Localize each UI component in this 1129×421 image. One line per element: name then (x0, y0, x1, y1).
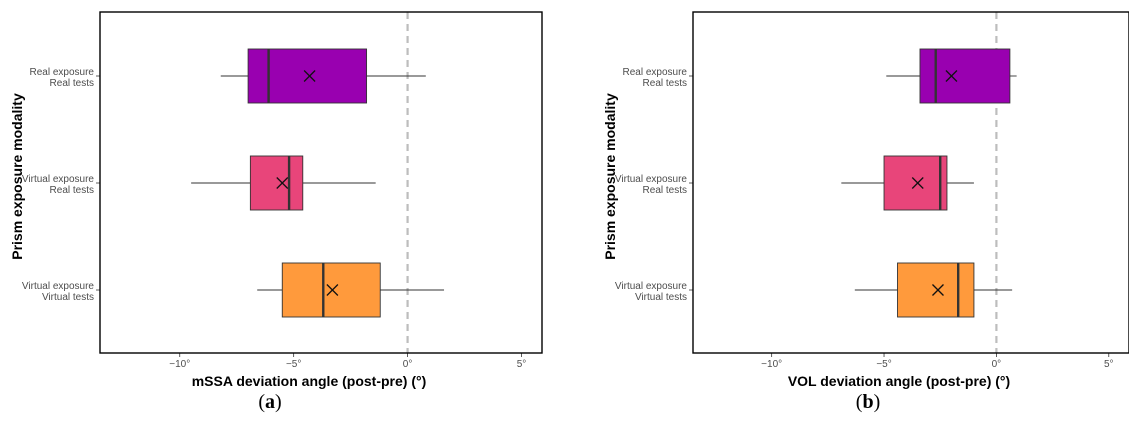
category-label-line2: Real tests (50, 78, 94, 89)
x-tick-label: 5° (517, 359, 527, 370)
box-row-2 (854, 262, 1013, 318)
y-axis-title: Prism exposure modality (602, 93, 618, 260)
panel-letter: a (265, 391, 275, 413)
iqr-box (249, 155, 304, 211)
x-axis-title: VOL deviation angle (post-pre) (°) (788, 373, 1010, 389)
box-row-0 (220, 48, 426, 104)
category-label-line2: Real tests (50, 185, 94, 196)
category-label-line1: Virtual exposure (22, 281, 95, 292)
iqr-box (247, 48, 368, 104)
iqr-box (897, 262, 975, 318)
x-tick-label: 0° (403, 359, 413, 370)
mean-marker-b (326, 284, 339, 296)
box-row-2 (257, 262, 445, 318)
box-row-0 (886, 48, 1017, 104)
iqr-box (919, 48, 1011, 104)
category-label-line1: Real exposure (623, 67, 688, 78)
x-tick-label: −5° (876, 359, 891, 370)
category-label-line2: Real tests (643, 185, 687, 196)
category-label-line1: Virtual exposure (22, 174, 95, 185)
mean-marker-b (276, 177, 289, 189)
mean-marker-b (911, 177, 924, 189)
mean-marker-b (932, 284, 944, 296)
iqr-box (281, 262, 381, 318)
x-tick-label: −10° (761, 359, 782, 370)
x-tick-label: 0° (992, 359, 1002, 370)
mean-marker-b (945, 70, 958, 82)
box-row-1 (191, 155, 376, 211)
box-row-1 (841, 155, 974, 211)
mean-marker-b (303, 70, 316, 82)
x-axis-title: mSSA deviation angle (post-pre) (°) (192, 373, 427, 389)
plot-frame (692, 11, 1129, 354)
x-tick-label: −10° (169, 359, 190, 370)
plot-frame (99, 11, 543, 354)
category-label-line1: Virtual exposure (615, 281, 688, 292)
category-label-line2: Virtual tests (635, 292, 687, 303)
y-axis-title: Prism exposure modality (9, 93, 25, 260)
panel-caption: (b) (856, 391, 880, 413)
category-label-line1: Real exposure (30, 67, 95, 78)
x-tick-label: −5° (286, 359, 301, 370)
category-label-line2: Virtual tests (42, 292, 94, 303)
panel-caption: (a) (258, 391, 281, 413)
iqr-box (883, 155, 948, 211)
category-label-line1: Virtual exposure (615, 174, 688, 185)
category-label-line2: Real tests (643, 78, 687, 89)
x-tick-label: 5° (1104, 359, 1114, 370)
panel-letter: b (862, 391, 873, 413)
